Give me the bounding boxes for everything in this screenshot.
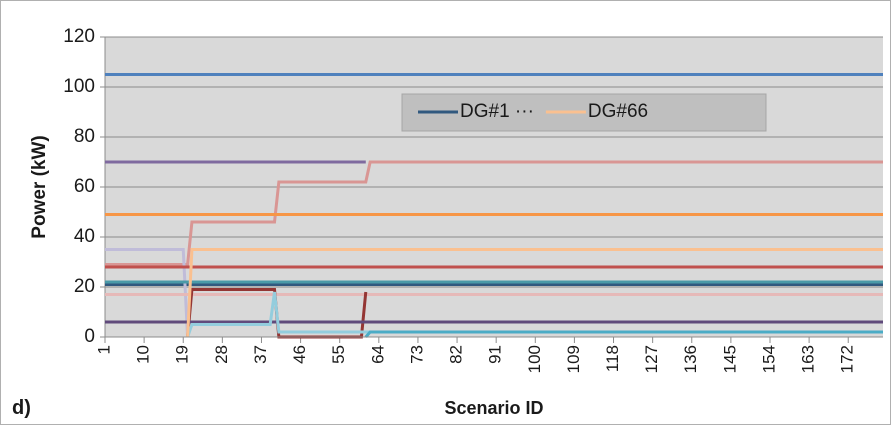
legend-label: DG#66 (588, 101, 648, 122)
series-line (105, 160, 883, 266)
x-tick-label: 55 (329, 345, 348, 364)
y-tick-label: 20 (74, 276, 95, 297)
series-line (364, 330, 883, 338)
x-tick-label: 91 (486, 345, 505, 364)
x-tick-label: 118 (603, 345, 622, 372)
x-axis-title: Scenario ID (444, 398, 543, 418)
x-tick-label: 100 (525, 345, 544, 373)
y-tick-label: 40 (74, 226, 95, 247)
x-tick-label: 163 (799, 345, 818, 373)
x-tick-label: 1 (94, 345, 113, 354)
series-line (186, 248, 883, 338)
y-tick-label: 80 (74, 126, 95, 147)
x-tick-label: 37 (251, 345, 270, 364)
panel-label: d) (12, 397, 31, 419)
x-tick-label: 19 (173, 345, 192, 364)
x-tick-label: 46 (290, 345, 309, 364)
x-tick-label: 109 (564, 345, 583, 373)
x-tick-label: 28 (212, 345, 231, 364)
y-tick-label: 0 (84, 326, 95, 347)
legend: DG#1 ··· DG#66 (401, 93, 767, 132)
x-tick-label: 127 (642, 345, 661, 373)
y-axis-title: Power (kW) (29, 135, 50, 238)
x-tick-label: 172 (838, 345, 857, 373)
x-tick-label: 145 (720, 345, 739, 373)
legend-label: DG#1 ··· (460, 101, 534, 122)
x-tick-label: 136 (681, 345, 700, 373)
x-tick-label: 64 (368, 345, 387, 364)
y-tick-label: 60 (74, 176, 95, 197)
x-tick-label: 10 (134, 345, 153, 364)
series-line (105, 248, 190, 338)
x-tick-label: 82 (447, 345, 466, 364)
y-tick-label: 100 (63, 76, 95, 97)
y-tick-label: 120 (63, 26, 95, 47)
x-tick-label: 73 (407, 345, 426, 364)
x-tick-label: 154 (759, 345, 778, 373)
